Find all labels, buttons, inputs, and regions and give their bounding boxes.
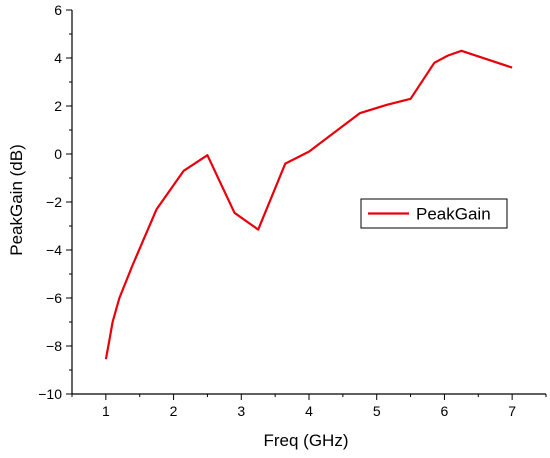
x-tick-label: 3 — [237, 403, 245, 419]
y-tick-label: −4 — [46, 242, 62, 258]
y-tick-label: 4 — [54, 50, 62, 66]
x-tick-label: 1 — [102, 403, 110, 419]
y-tick-label: 0 — [54, 146, 62, 162]
y-tick-label: −10 — [38, 386, 62, 402]
axes-layer: 1 2 3 4 5 6 7 6 4 2 0 −2 −4 −6 −8 −10 — [38, 2, 547, 419]
x-tick-label: 4 — [305, 403, 313, 419]
y-tick-label: 2 — [54, 98, 62, 114]
legend: PeakGain — [360, 198, 508, 229]
x-tick-label: 2 — [170, 403, 178, 419]
x-tick-label: 7 — [508, 403, 516, 419]
series-layer — [104, 49, 513, 360]
series-line-peakgain — [104, 49, 513, 360]
y-axis-label: PeakGain (dB) — [7, 144, 26, 256]
y-tick-label: −8 — [46, 338, 62, 354]
y-tick-label: 6 — [54, 2, 62, 18]
legend-label: PeakGain — [416, 205, 491, 224]
x-tick-label: 6 — [441, 403, 449, 419]
x-axis-label: Freq (GHz) — [264, 431, 349, 450]
x-tick-label: 5 — [373, 403, 381, 419]
y-tick-label: −6 — [46, 290, 62, 306]
y-tick-label: −2 — [46, 194, 62, 210]
